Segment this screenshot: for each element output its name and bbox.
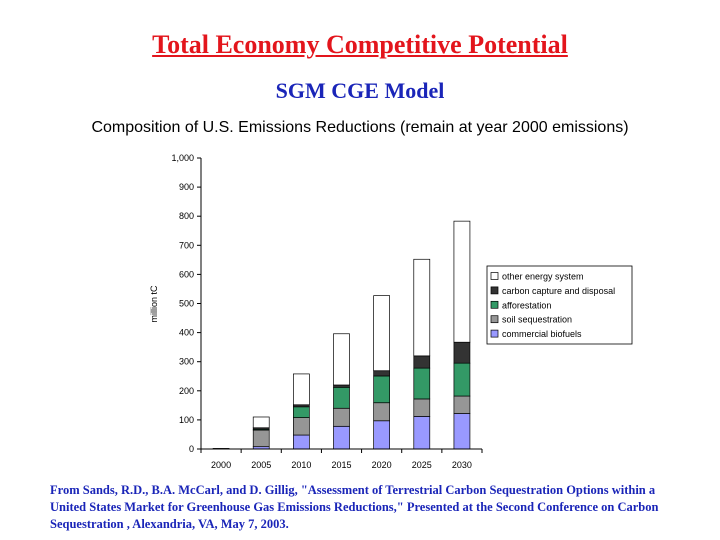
slide-subtitle: SGM CGE Model (275, 78, 445, 103)
bar-segment-commercial-biofuels-2015 (333, 425, 350, 450)
y-axis-label: million tC (149, 285, 159, 323)
y-tick-label: 600 (179, 269, 194, 279)
bar-segment-soil-sequestration-2015 (333, 407, 350, 427)
legend-label: soil sequestration (502, 315, 572, 325)
x-tick-label: 2030 (452, 460, 472, 470)
bar-segment-afforestation-2030 (453, 362, 471, 397)
bar-segment-other-energy-system-2020 (373, 295, 390, 372)
bar-segment-other-energy-system-2005 (252, 416, 270, 429)
y-tick-label: 700 (179, 240, 194, 250)
bar-segment-soil-sequestration-2030 (453, 395, 471, 414)
bar-segment-afforestation-2025 (413, 367, 431, 400)
bar-segment-soil-sequestration-2020 (373, 402, 390, 422)
legend-box (486, 265, 633, 345)
x-tick-label: 2015 (331, 460, 351, 470)
legend-swatch (490, 286, 499, 295)
y-tick-label: 500 (179, 299, 194, 309)
bar-segment-commercial-biofuels-2025 (413, 416, 431, 450)
axes (200, 158, 482, 450)
legend-swatch (490, 315, 499, 324)
bar-segment-soil-sequestration-2005 (252, 429, 270, 448)
x-tick-label: 2005 (251, 460, 271, 470)
bar-segment-carbon-capture-and-disposal-2025 (413, 355, 431, 369)
y-tick-label: 0 (189, 444, 194, 454)
x-tick-label: 2025 (412, 460, 432, 470)
legend-label: carbon capture and disposal (502, 286, 615, 296)
bar-segment-soil-sequestration-2025 (413, 398, 431, 417)
bar-segment-afforestation-2020 (373, 375, 390, 404)
bar-segment-other-energy-system-2015 (333, 333, 350, 386)
bar-segment-carbon-capture-and-disposal-2030 (453, 341, 471, 364)
x-tick-label: 2010 (291, 460, 311, 470)
legend: other energy system carbon capture and di… (486, 265, 633, 345)
y-tick-label: 200 (179, 386, 194, 396)
legend-swatch (490, 272, 499, 280)
y-tick-label: 400 (179, 328, 194, 338)
bar-segment-other-energy-system-2025 (413, 258, 431, 357)
y-tick-label: 1,000 (171, 153, 194, 163)
y-tick-label: 300 (179, 357, 194, 367)
bar-segment-afforestation-2010 (293, 406, 310, 418)
bars (212, 220, 471, 450)
chart-title: Composition of U.S. Emissions Reductions… (91, 119, 629, 136)
x-tick-label: 2020 (372, 460, 392, 470)
x-tick-label: 2000 (211, 460, 231, 470)
bar-segment-afforestation-2015 (333, 386, 350, 409)
legend-label: afforestation (502, 300, 551, 310)
y-tick-label: 800 (179, 211, 194, 221)
bar-segment-commercial-biofuels-2020 (373, 420, 390, 450)
bar-segment-other-energy-system-2030 (453, 220, 471, 343)
legend-swatch (490, 329, 499, 338)
source-citation: From Sands, R.D., B.A. McCarl, and D. Gi… (50, 483, 659, 531)
y-tick-label: 100 (179, 415, 194, 425)
bar-segment-carbon-capture-and-disposal-2020 (373, 370, 390, 377)
bar-segment-commercial-biofuels-2030 (453, 413, 471, 450)
bar-segment-other-energy-system-2010 (293, 373, 310, 406)
bar-segment-commercial-biofuels-2010 (293, 434, 310, 450)
slide-title: Total Economy Competitive Potential (152, 30, 568, 59)
legend-label: other energy system (502, 272, 584, 282)
x-axis-ticks: 2000 2005 2010 2015 2020 2025 2030 (200, 449, 483, 470)
legend-swatch (490, 300, 499, 309)
y-axis-ticks: 0 100 200 300 400 500 600 700 800 900 1,000 (171, 153, 201, 454)
y-tick-label: 900 (179, 182, 194, 192)
bar-segment-soil-sequestration-2010 (293, 417, 310, 436)
legend-label: commercial biofuels (502, 329, 582, 339)
